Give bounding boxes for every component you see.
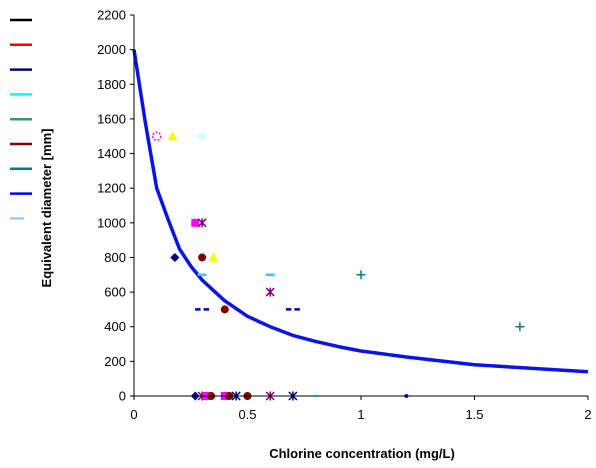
y-tick-label: 1600	[97, 111, 126, 126]
y-ticks: 0 200 400 600 800 1000 1200 1400 1600 1800 2000 220…	[97, 8, 134, 404]
x-tick-label: 2	[584, 407, 591, 422]
data-point-square	[191, 218, 200, 227]
data-point-plus	[356, 270, 366, 280]
data-point-diamond	[170, 252, 180, 262]
x-ticks: 0 0.5 1 1.5 2	[130, 396, 592, 422]
y-tick-label: 200	[104, 354, 126, 369]
data-point-star	[265, 287, 275, 297]
y-tick-label: 1200	[97, 181, 126, 196]
data-point-triangle	[208, 252, 219, 262]
y-tick-label: 800	[104, 250, 126, 265]
x-tick-label: 0.5	[238, 407, 256, 422]
fitted-curve	[132, 49, 589, 374]
data-point-triangle	[167, 131, 178, 141]
y-tick-label: 2000	[97, 42, 126, 57]
data-point-star	[197, 218, 207, 228]
x-tick-label: 0	[130, 407, 137, 422]
plot-area	[132, 49, 589, 401]
x-tick-label: 1	[357, 407, 364, 422]
legend	[10, 18, 32, 220]
y-tick-label: 600	[104, 285, 126, 300]
data-point-circle	[198, 253, 207, 262]
y-tick-label: 2200	[97, 8, 126, 23]
y-tick-label: 400	[104, 319, 126, 334]
data-point-plus	[515, 322, 525, 332]
data-point-circle	[220, 305, 229, 314]
y-axis-label: Equivalent diameter [mm]	[39, 129, 54, 288]
axes	[133, 15, 588, 397]
y-tick-label: 1800	[97, 77, 126, 92]
y-tick-label: 1400	[97, 146, 126, 161]
data-point-open-circle	[151, 131, 162, 141]
x-tick-label: 1.5	[465, 407, 483, 422]
x-axis-label: Chlorine concentration (mg/L)	[269, 446, 455, 461]
y-tick-label: 0	[119, 389, 126, 404]
data-point-diamond	[197, 131, 207, 141]
y-tick-label: 1000	[97, 215, 126, 230]
